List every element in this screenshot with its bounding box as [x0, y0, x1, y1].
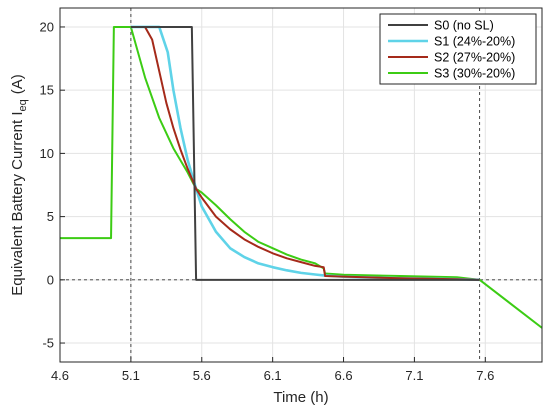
y-tick-label: 20	[40, 19, 54, 34]
legend-label-2: S2 (27%-20%)	[434, 51, 515, 65]
y-tick-label: 15	[40, 83, 54, 98]
y-axis-title-main: Equivalent Battery Current I	[9, 111, 26, 295]
y-axis-title-subscript: eq	[17, 99, 29, 111]
plot-frame	[59, 7, 543, 363]
series-line-2	[130, 25, 480, 281]
y-tick-label: -5	[42, 336, 54, 351]
x-tick-label: 4.6	[51, 368, 69, 383]
x-axis-title: Time (h)	[273, 389, 328, 406]
y-axis-title-unit: (A)	[9, 74, 26, 94]
y-axis-title: Equivalent Battery Current Ieq (A)	[9, 74, 29, 296]
y-tick-label: 0	[47, 272, 54, 287]
series-line-0	[130, 25, 480, 281]
x-tick-label: 6.6	[334, 368, 352, 383]
legend-label-3: S3 (30%-20%)	[434, 67, 515, 81]
legend-label-0: S0 (no SL)	[434, 19, 494, 33]
series-line-3	[60, 25, 543, 329]
legend-label-1: S1 (24%-20%)	[434, 35, 515, 49]
x-tick-label: 5.1	[122, 368, 140, 383]
legend: S0 (no SL) S1 (24%-20%) S2 (27%-20%) S3 (30…	[379, 13, 537, 85]
series-lines	[60, 25, 543, 329]
x-tick-label: 7.6	[476, 368, 494, 383]
x-axis-ticks: 4.6 5.1 5.6 6.1 6.6 7.1 7.6	[51, 357, 494, 383]
x-tick-label: 6.1	[264, 368, 282, 383]
y-tick-label: 5	[47, 209, 54, 224]
x-tick-label: 7.1	[405, 368, 423, 383]
y-tick-label: 10	[40, 146, 54, 161]
y-axis-ticks: -5 0 5 10 15 20	[40, 19, 65, 351]
x-tick-label: 5.6	[193, 368, 211, 383]
